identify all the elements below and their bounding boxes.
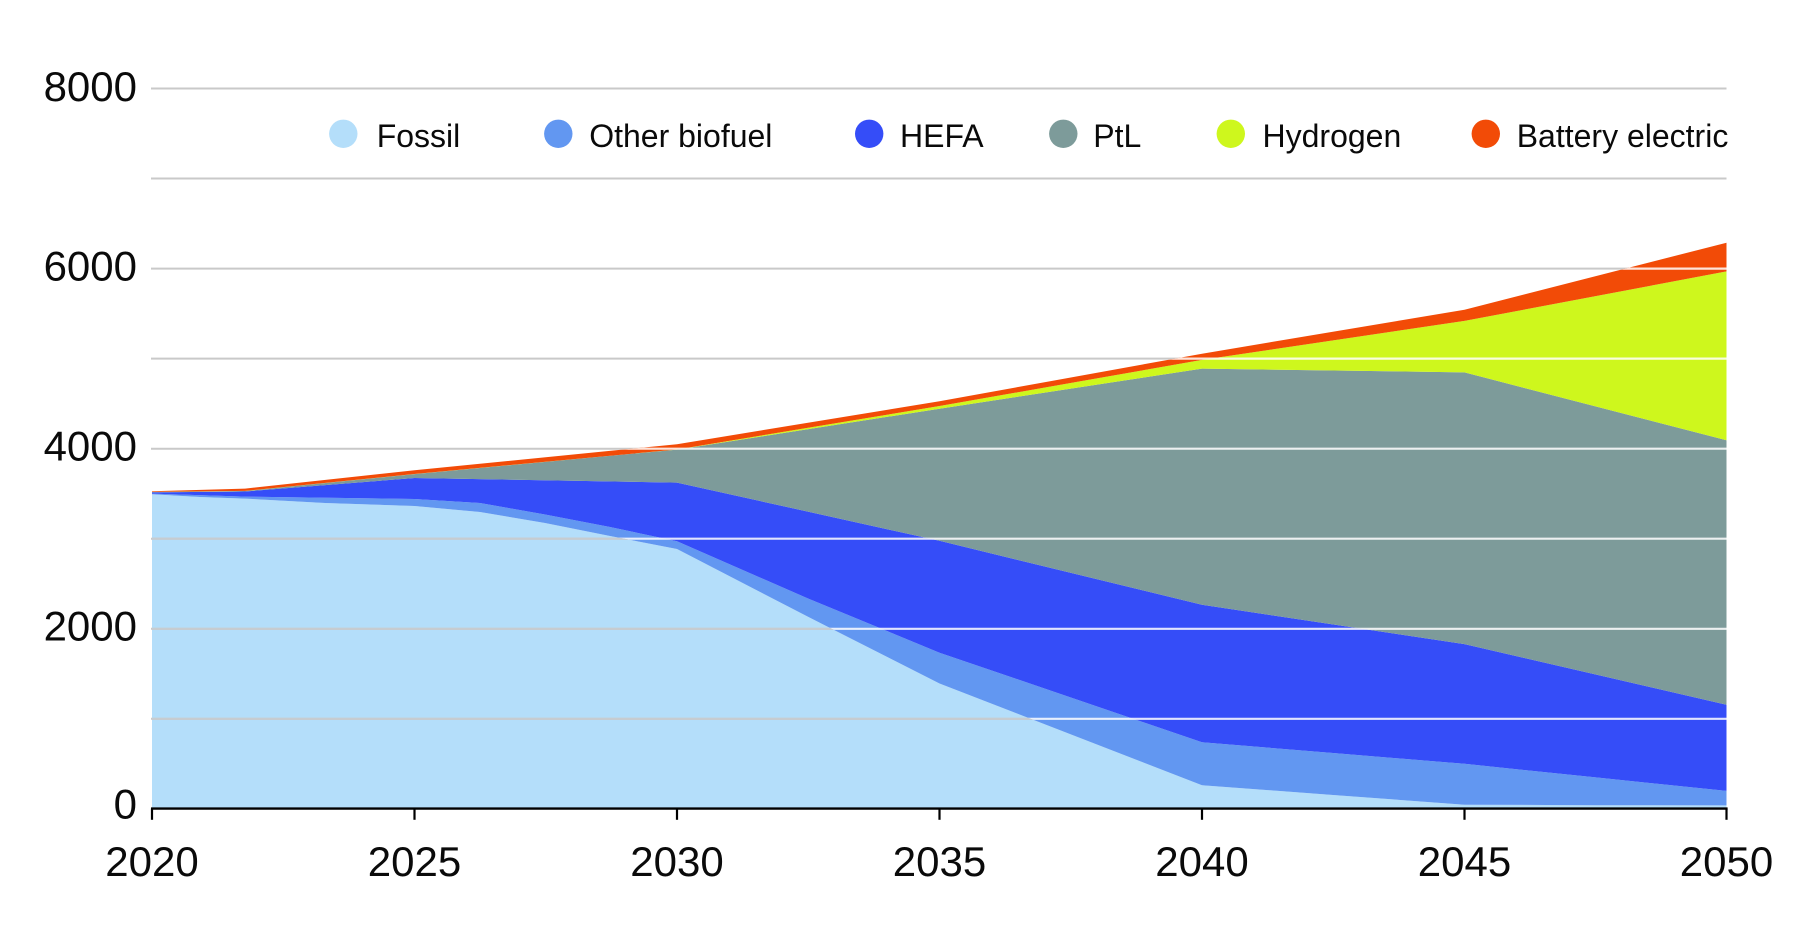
svg-text:8000: 8000 [44, 63, 137, 110]
svg-text:6000: 6000 [44, 242, 137, 289]
svg-text:4000: 4000 [44, 422, 137, 469]
svg-text:2020: 2020 [105, 838, 198, 885]
svg-text:2025: 2025 [368, 838, 461, 885]
svg-text:2000: 2000 [44, 602, 137, 649]
svg-text:2030: 2030 [630, 838, 723, 885]
svg-text:Fossil: Fossil [377, 118, 461, 154]
svg-text:Other biofuel: Other biofuel [589, 118, 772, 154]
svg-text:2050: 2050 [1680, 838, 1773, 885]
svg-text:2045: 2045 [1418, 838, 1511, 885]
svg-text:HEFA: HEFA [900, 118, 984, 154]
svg-text:PtL: PtL [1093, 118, 1141, 154]
svg-text:Battery electric: Battery electric [1517, 118, 1729, 154]
svg-text:2040: 2040 [1155, 838, 1248, 885]
svg-text:0: 0 [114, 781, 137, 828]
svg-text:2035: 2035 [893, 838, 986, 885]
svg-text:Hydrogen: Hydrogen [1263, 118, 1402, 154]
